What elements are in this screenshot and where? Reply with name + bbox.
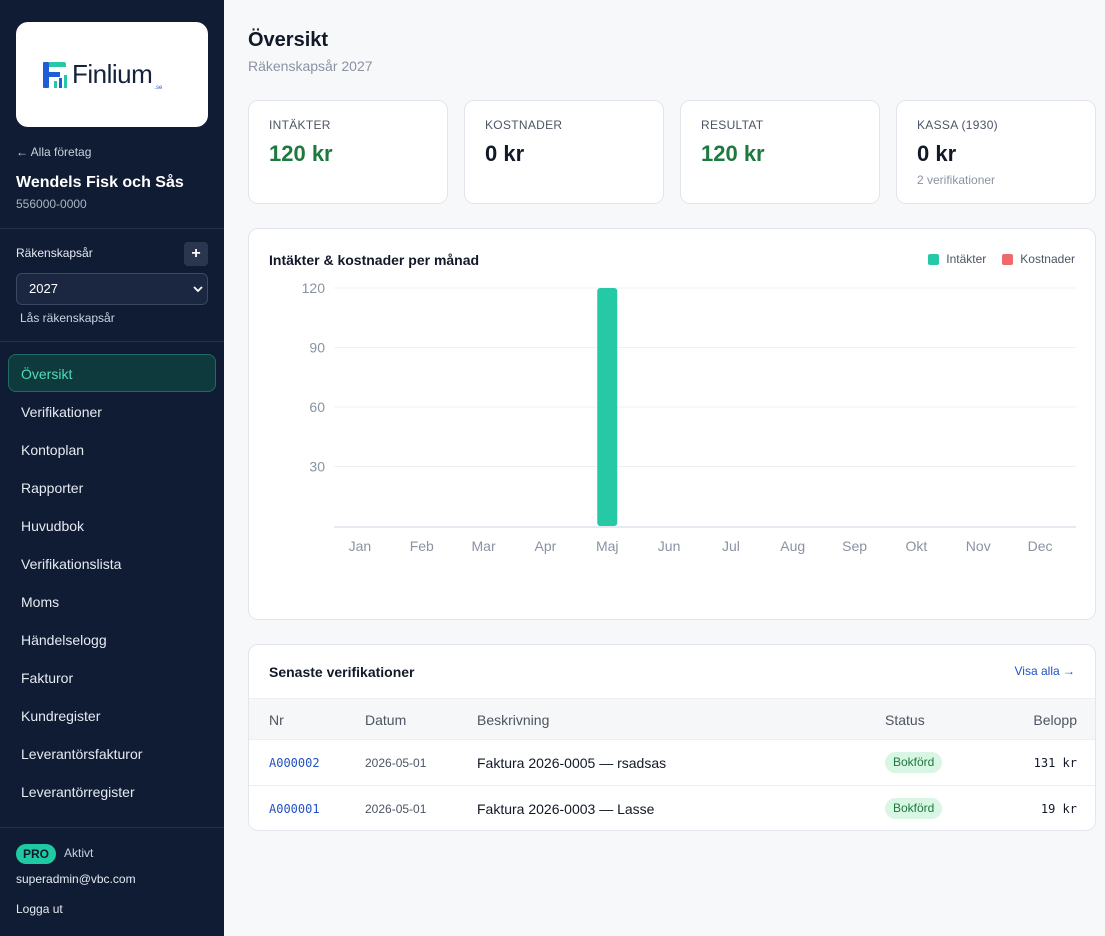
voucher-description: Faktura 2026-0003 — Lasse	[477, 801, 655, 817]
legend-item-costs[interactable]: Kostnader	[1002, 252, 1075, 266]
x-tick-label: Jan	[349, 538, 372, 554]
user-email: superadmin@vbc.com	[16, 872, 136, 886]
recent-vouchers-card: Senaste verifikationer Visa alla → Nr Da…	[248, 644, 1096, 831]
all-companies-link[interactable]: ← Alla företag	[16, 145, 92, 159]
sidebar-item-moms[interactable]: Moms	[21, 594, 60, 610]
sidebar-item-kontoplan[interactable]: Kontoplan	[21, 442, 85, 458]
voucher-amount: 19 kr	[1040, 802, 1077, 816]
legend-label: Intäkter	[946, 252, 987, 266]
sidebar-item-verifikationslista[interactable]: Verifikationslista	[21, 556, 122, 572]
bar-chart: 30 60 90 120 Jan Feb Mar Apr Maj Jun Jul Aug Sep Okt N…	[302, 280, 1076, 554]
bar-intäkter-maj	[597, 288, 618, 526]
x-tick-label: Feb	[410, 538, 434, 554]
company-org-number: 556000-0000	[16, 197, 87, 211]
y-tick-label: 30	[309, 459, 325, 475]
status-badge: Bokförd	[885, 798, 943, 819]
kpi-label: Resultat	[701, 118, 764, 132]
view-all-link[interactable]: Visa alla →	[1014, 664, 1075, 678]
fiscal-year-select[interactable]: 2027	[16, 273, 208, 305]
sidebar-item-händelselogg[interactable]: Händelselogg	[21, 632, 107, 648]
column-header-nr[interactable]: Nr	[269, 712, 284, 728]
legend-swatch	[928, 253, 940, 265]
logo-card[interactable]: Finlium .se	[16, 22, 208, 127]
voucher-date: 2026-05-01	[365, 756, 427, 770]
x-tick-label: Okt	[906, 538, 928, 554]
voucher-description: Faktura 2026-0005 — rsadsas	[477, 755, 667, 771]
sidebar-nav: Översikt Verifikationer Kontoplan Rapporter…	[8, 354, 216, 824]
recent-vouchers-title: Senaste verifikationer	[269, 664, 415, 680]
sidebar-item-kundregister[interactable]: Kundregister	[21, 708, 101, 724]
sidebar-item-artikelregister[interactable]: Artikelregister	[8, 810, 216, 824]
kpi-value: 0 kr	[485, 141, 525, 166]
sidebar-divider	[0, 341, 224, 342]
kpi-card-income: Intäkter 120 kr	[248, 100, 448, 204]
table-header: Nr Datum Beskrivning Status Belopp	[249, 698, 1095, 740]
x-tick-label: Mar	[472, 538, 496, 554]
legend-label: Kostnader	[1020, 252, 1075, 266]
y-tick-label: 90	[309, 340, 325, 356]
sidebar-item-leverantörsfakturor[interactable]: Leverantörsfakturor	[21, 746, 143, 762]
chevron-down-icon	[193, 286, 203, 293]
y-tick-label: 120	[302, 280, 326, 296]
x-tick-label: Apr	[535, 538, 557, 554]
add-fiscal-year-button[interactable]: +	[184, 242, 208, 266]
x-tick-label: Sep	[842, 538, 867, 554]
page-title: Översikt	[248, 29, 329, 51]
x-tick-label: Nov	[966, 538, 991, 554]
chart-legend: Intäkter Kostnader	[928, 252, 1075, 266]
company-name: Wendels Fisk och Sås	[16, 174, 184, 191]
page-subtitle: Räkenskapsår 2027	[248, 58, 373, 74]
sidebar-item-huvudbok[interactable]: Huvudbok	[21, 518, 85, 534]
legend-item-income[interactable]: Intäkter	[928, 252, 986, 266]
sidebar-item-översikt[interactable]: Översikt	[8, 354, 216, 392]
fiscal-year-selected-value: 2027	[29, 281, 58, 296]
table-row[interactable]: A000002 2026-05-01 Faktura 2026-0005 — r…	[249, 740, 1095, 786]
kpi-label: Kostnader	[485, 118, 563, 132]
kpi-value: 120 kr	[269, 141, 333, 166]
kpi-value: 120 kr	[701, 141, 765, 166]
sidebar-item-leverantörregister[interactable]: Leverantörregister	[21, 784, 135, 800]
voucher-number-link[interactable]: A000002	[269, 756, 320, 770]
kpi-subtext: 2 verifikationer	[917, 173, 996, 187]
logout-link[interactable]: Logga ut	[16, 902, 63, 916]
y-tick-label: 60	[309, 399, 325, 415]
fiscal-year-label: Räkenskapsår	[16, 246, 93, 260]
x-tick-label: Maj	[596, 538, 619, 554]
column-header-description[interactable]: Beskrivning	[477, 712, 550, 728]
sidebar-item-fakturor[interactable]: Fakturor	[21, 670, 74, 686]
kpi-label: Intäkter	[269, 118, 331, 132]
voucher-number-link[interactable]: A000001	[269, 802, 320, 816]
logo-suffix: .se	[154, 85, 163, 91]
lock-fiscal-year-link[interactable]: Lås räkenskapsår	[20, 311, 115, 325]
sidebar: Finlium .se ← Alla företag Wendels Fisk …	[0, 0, 224, 936]
column-header-amount[interactable]: Belopp	[1033, 712, 1077, 728]
sidebar-item-verifikationer[interactable]: Verifikationer	[21, 404, 102, 420]
legend-swatch	[1002, 253, 1014, 265]
column-header-status[interactable]: Status	[885, 712, 925, 728]
sidebar-divider	[0, 827, 224, 828]
x-tick-label: Jul	[722, 538, 740, 554]
plan-badge: PRO	[16, 844, 57, 864]
column-header-date[interactable]: Datum	[365, 712, 407, 728]
chart-title: Intäkter & kostnader per månad	[269, 252, 480, 268]
kpi-value: 0 kr	[917, 141, 957, 166]
sidebar-divider	[0, 228, 224, 229]
kpi-card-cash: Kassa (1930) 0 kr 2 verifikationer	[896, 100, 1096, 204]
income-costs-chart-card: 30 60 90 120 Jan Feb Mar Apr Maj Jun Jul Aug Sep Okt N…	[248, 228, 1096, 620]
table-row[interactable]: A000001 2026-05-01 Faktura 2026-0003 — L…	[249, 786, 1095, 830]
kpi-card-result: Resultat 120 kr	[680, 100, 880, 204]
voucher-amount: 131 kr	[1033, 756, 1077, 770]
status-badge: Bokförd	[885, 752, 943, 773]
x-tick-label: Aug	[780, 538, 805, 554]
sidebar-item-rapporter[interactable]: Rapporter	[21, 480, 84, 496]
kpi-card-costs: Kostnader 0 kr	[464, 100, 664, 204]
plan-status: Aktivt	[64, 846, 94, 860]
x-tick-label: Dec	[1028, 538, 1053, 554]
logo-text: Finlium	[72, 59, 153, 89]
finlium-logo-icon	[42, 60, 68, 90]
kpi-label: Kassa (1930)	[917, 118, 998, 132]
voucher-date: 2026-05-01	[365, 802, 427, 816]
x-tick-label: Jun	[658, 538, 681, 554]
